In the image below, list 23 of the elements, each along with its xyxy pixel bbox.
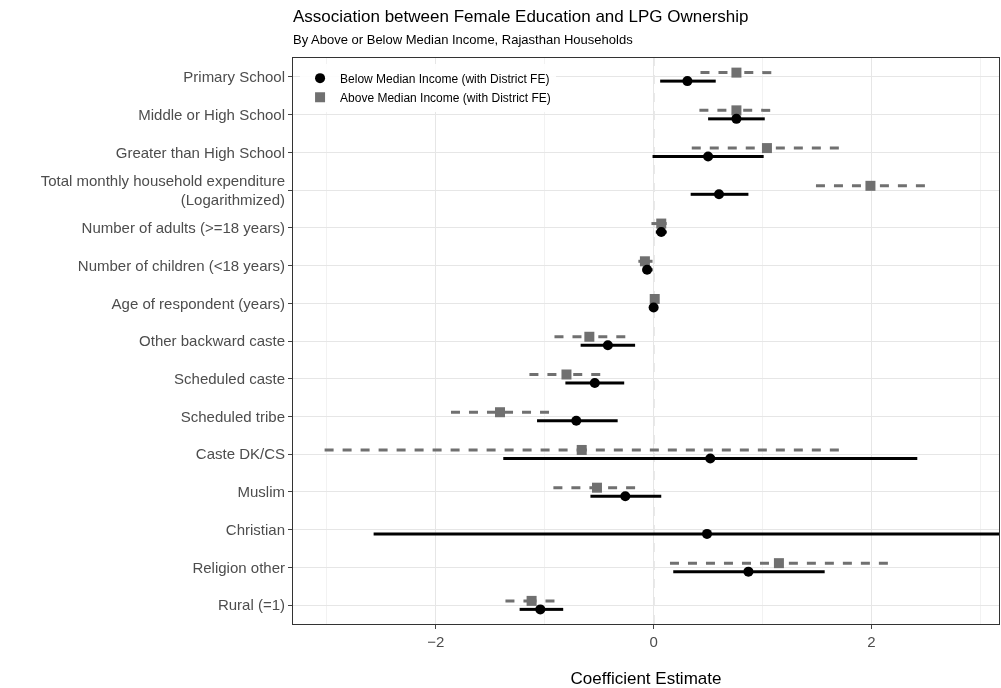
chart-title: Association between Female Education and LPG Ownership: [293, 7, 749, 27]
y-tick-label: Number of children (<18 years): [77, 256, 285, 274]
y-tick-label: Middle or High School: [138, 105, 285, 123]
x-axis-title: Coefficient Estimate: [570, 669, 722, 688]
y-tick-label: Other backward caste: [139, 332, 285, 350]
x-tick-label: −2: [427, 633, 445, 650]
x-tick-label: 2: [867, 633, 876, 650]
y-tick-label: Muslim: [237, 483, 285, 501]
legend-label: Above Median Income (with District FE): [340, 90, 551, 105]
y-tick-label: Total monthly household expenditure (Logarithmized): [40, 171, 285, 209]
chart-subtitle: By Above or Below Median Income, Rajasthan Households: [293, 32, 634, 48]
y-tick-label: Scheduled tribe: [180, 407, 285, 425]
y-tick-label: Number of adults (>=18 years): [81, 219, 285, 237]
legend-label: Below Median Income (with District FE): [340, 71, 550, 86]
y-tick-label: Scheduled caste: [174, 369, 285, 387]
y-tick-label: Greater than High School: [115, 143, 285, 161]
y-tick-label: Rural (=1): [217, 596, 285, 614]
x-tick-label: 0: [649, 633, 658, 650]
y-tick-label: Primary School: [183, 68, 285, 86]
y-tick-label: Religion other: [192, 558, 285, 576]
y-tick-label: Age of respondent (years): [111, 294, 285, 312]
y-tick-label: Christian: [225, 520, 285, 538]
y-tick-label: Caste DK/CS: [195, 445, 285, 463]
